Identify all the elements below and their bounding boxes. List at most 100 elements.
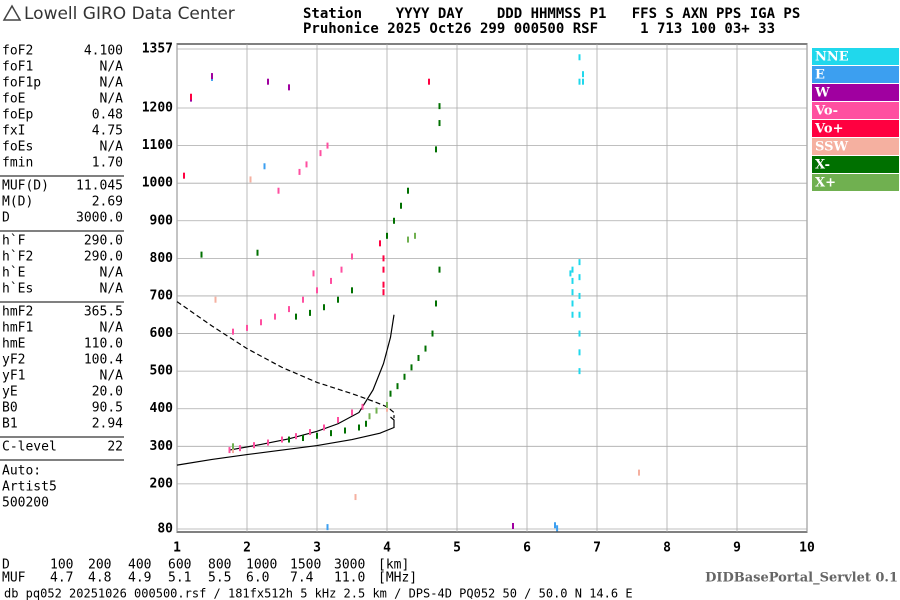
echo-point bbox=[571, 277, 574, 284]
y-tick-label: 1100 bbox=[142, 138, 173, 153]
x-tick-label: 3 bbox=[313, 541, 321, 556]
param-name: yE bbox=[2, 385, 18, 400]
echo-point bbox=[578, 349, 581, 356]
echo-point bbox=[302, 296, 304, 303]
param-name: h`F bbox=[2, 234, 26, 249]
param-name: hmE bbox=[2, 337, 25, 352]
param-value: 290.0 bbox=[84, 250, 123, 265]
y-tick-label: 400 bbox=[150, 401, 174, 416]
legend-label: W bbox=[814, 86, 830, 101]
echo-point bbox=[190, 93, 192, 100]
echo-point bbox=[358, 424, 360, 431]
echo-point bbox=[435, 146, 437, 153]
plot-frame bbox=[176, 43, 808, 533]
param-value: 100.4 bbox=[84, 353, 123, 368]
param-name: hmF2 bbox=[2, 305, 33, 320]
echo-point bbox=[319, 150, 322, 157]
param-name: MUF(D) bbox=[2, 179, 49, 194]
param-name: C-level bbox=[2, 440, 57, 455]
echo-point bbox=[312, 270, 315, 277]
muf-cell: 200 bbox=[88, 558, 111, 573]
param-value: 110.0 bbox=[84, 337, 123, 352]
param-name: h`F2 bbox=[2, 250, 33, 265]
x-tick-label: 4 bbox=[383, 541, 391, 556]
legend-label: E bbox=[815, 68, 825, 83]
echo-point bbox=[578, 259, 581, 266]
echo-point bbox=[400, 202, 402, 209]
echo-point bbox=[281, 436, 283, 443]
legend-label: X+ bbox=[815, 176, 836, 191]
echo-point bbox=[365, 420, 367, 427]
y-tick-label: 1000 bbox=[142, 176, 173, 191]
echo-point bbox=[295, 433, 297, 440]
x-tick-label: 6 bbox=[523, 541, 531, 556]
echo-point bbox=[323, 424, 325, 431]
echo-point bbox=[260, 319, 262, 326]
legend-label: SSW bbox=[815, 140, 848, 155]
echo-point bbox=[256, 249, 259, 256]
echo-point bbox=[438, 120, 441, 127]
echo-point bbox=[316, 432, 318, 439]
muf-cell: 100 bbox=[50, 558, 73, 573]
echo-point bbox=[232, 447, 234, 454]
x-tick-label: 2 bbox=[243, 541, 251, 556]
param-value: N/A bbox=[100, 140, 124, 155]
param-value: 20.0 bbox=[92, 385, 123, 400]
echo-point bbox=[382, 289, 385, 296]
y-tick-label: 1357 bbox=[142, 42, 173, 57]
echo-point bbox=[263, 163, 266, 170]
echo-point bbox=[316, 287, 318, 294]
echo-point bbox=[200, 251, 203, 258]
echo-point bbox=[554, 522, 556, 529]
echo-point bbox=[368, 413, 371, 420]
echo-point bbox=[386, 232, 388, 239]
echo-point bbox=[228, 447, 231, 454]
param-value: 4.100 bbox=[84, 44, 123, 59]
echo-point bbox=[512, 522, 514, 529]
echo-point bbox=[571, 300, 574, 307]
muf-cell: 1000 bbox=[246, 558, 277, 573]
param-value: 1.70 bbox=[92, 156, 123, 171]
y-tick-label: 700 bbox=[150, 288, 174, 303]
param-value: N/A bbox=[100, 369, 124, 384]
y-tick-label: 200 bbox=[150, 476, 174, 491]
echo-point bbox=[351, 253, 353, 260]
param-value: N/A bbox=[100, 92, 124, 107]
y-tick-label: 500 bbox=[150, 364, 174, 379]
y-tick-label: 900 bbox=[150, 213, 174, 228]
echo-point bbox=[309, 429, 311, 436]
echo-point bbox=[214, 296, 217, 303]
echo-point bbox=[578, 330, 581, 337]
echo-point bbox=[578, 78, 581, 85]
echo-point bbox=[337, 296, 339, 303]
echo-point bbox=[571, 289, 574, 296]
echo-point bbox=[410, 364, 413, 371]
echo-point bbox=[340, 266, 343, 273]
param-value: 2.69 bbox=[92, 195, 123, 210]
echo-point bbox=[375, 407, 378, 414]
param-value: N/A bbox=[100, 266, 124, 281]
echo-point bbox=[417, 354, 420, 361]
echo-point bbox=[571, 311, 574, 318]
legend-swatch bbox=[812, 66, 899, 83]
param-name: foF2 bbox=[2, 44, 33, 59]
muf-cell: 6.0 bbox=[246, 571, 269, 586]
echo-point bbox=[582, 78, 584, 85]
logo: Lowell GIRO Data Center bbox=[2, 4, 235, 24]
x-tick-label: 5 bbox=[453, 541, 461, 556]
param-value: 22 bbox=[107, 440, 123, 455]
param-value: 90.5 bbox=[92, 401, 123, 416]
echo-point bbox=[431, 330, 434, 337]
param-value: 365.5 bbox=[84, 305, 123, 320]
echo-point bbox=[253, 442, 255, 449]
param-value: 11.045 bbox=[76, 179, 123, 194]
param-value: 290.0 bbox=[84, 234, 123, 249]
echo-point bbox=[277, 187, 280, 194]
echo-point bbox=[379, 240, 381, 247]
y-tick-label: 300 bbox=[150, 439, 174, 454]
echo-point bbox=[274, 313, 276, 320]
logo-text: Lowell GIRO Data Center bbox=[24, 4, 235, 24]
x-tick-label: 1 bbox=[173, 541, 181, 556]
param-name: fmin bbox=[2, 156, 33, 171]
echo-point bbox=[211, 73, 213, 80]
